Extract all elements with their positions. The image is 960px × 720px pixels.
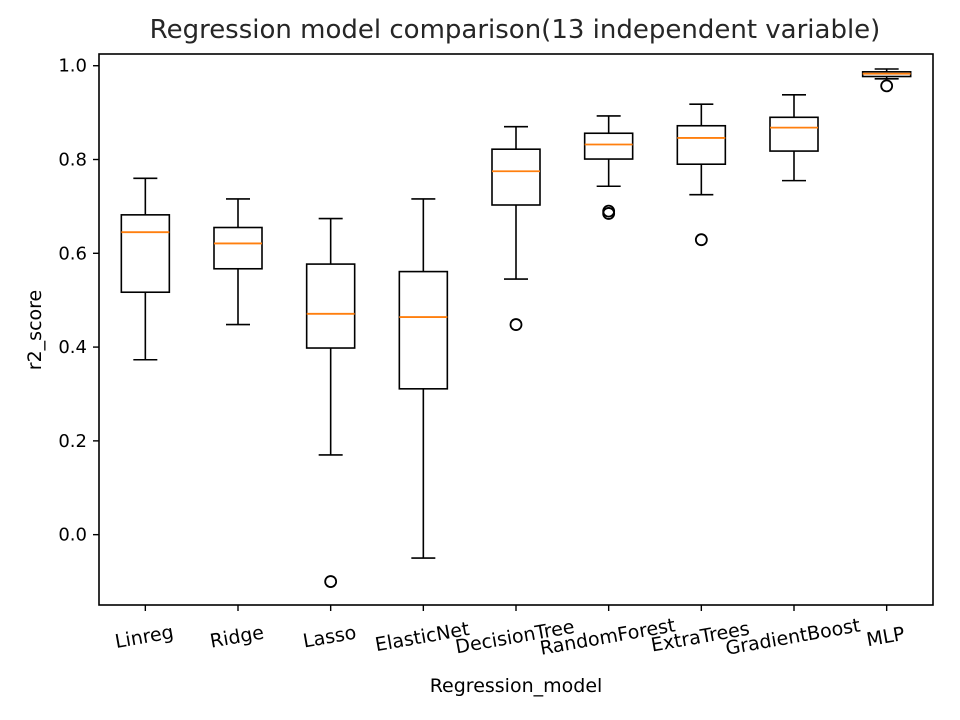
- y-axis-label: r2_score: [24, 290, 46, 370]
- box-linreg: [120, 177, 171, 361]
- iqr-box: [398, 270, 449, 390]
- iqr-box: [120, 214, 171, 294]
- x-tick-label: Ridge: [208, 622, 265, 653]
- x-tick-label: Lasso: [301, 622, 358, 653]
- y-tick-label: 0.0: [58, 525, 87, 546]
- iqr-box: [769, 116, 819, 152]
- box-ridge: [213, 198, 263, 326]
- x-tick-label: MLP: [865, 623, 907, 651]
- outlier-point: [324, 575, 338, 588]
- y-tick-label: 0.2: [58, 431, 87, 452]
- x-axis-label: Regression_model: [430, 675, 603, 697]
- iqr-box: [213, 226, 263, 270]
- box-randomforest: [583, 115, 634, 220]
- iqr-box: [676, 124, 727, 165]
- outlier-point: [602, 207, 616, 220]
- plot-area: [120, 68, 912, 588]
- y-tick-label: 0.6: [58, 243, 87, 264]
- box-mlp: [861, 68, 912, 93]
- box-decisiontree: [491, 125, 541, 331]
- outlier-point: [509, 318, 523, 331]
- box-elasticnet: [398, 198, 449, 559]
- iqr-box: [583, 132, 634, 160]
- y-tick-label: 0.4: [58, 337, 87, 358]
- outlier-point: [694, 233, 708, 247]
- iqr-box: [305, 263, 356, 349]
- y-tick-label: 1.0: [58, 56, 87, 77]
- y-tick-label: 0.8: [58, 150, 87, 171]
- iqr-box: [491, 148, 541, 206]
- box-gradientboost: [769, 93, 819, 182]
- box-extratrees: [676, 103, 727, 247]
- chart-title: Regression model comparison(13 independe…: [150, 15, 881, 45]
- outlier-point: [880, 79, 894, 93]
- box-lasso: [305, 217, 356, 588]
- x-tick-label: Linreg: [113, 621, 175, 653]
